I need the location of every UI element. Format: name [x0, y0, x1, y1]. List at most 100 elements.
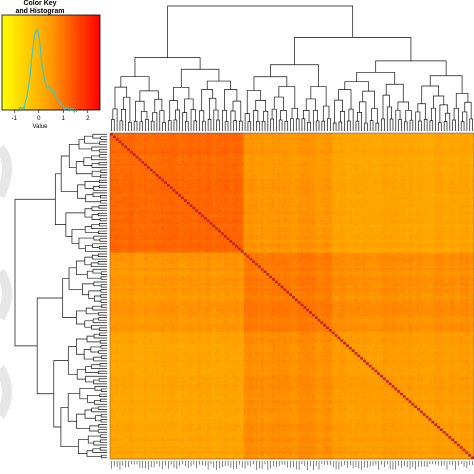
- heatmap-cell: [158, 209, 162, 213]
- heatmap-cell: [380, 191, 384, 195]
- heatmap-cell: [246, 219, 250, 223]
- heatmap-cell: [465, 140, 469, 144]
- heatmap-diagonal-cell: [192, 206, 196, 210]
- heatmap-cell: [385, 140, 390, 144]
- heatmap-cell: [365, 166, 370, 170]
- heatmap-cell: [437, 219, 441, 223]
- heatmap-cell: [445, 155, 449, 159]
- heatmap-cell: [439, 135, 444, 139]
- heatmap-cell: [456, 186, 461, 190]
- heatmap-cell: [110, 211, 114, 215]
- heatmap-cell: [215, 143, 219, 147]
- heatmap-cell: [380, 155, 384, 159]
- dendrogram-branch: [93, 379, 107, 385]
- heatmap-cell: [260, 181, 264, 185]
- heatmap-cell: [132, 148, 136, 152]
- heatmap-cell: [365, 224, 370, 228]
- heatmap-cell: [340, 135, 344, 139]
- dendrogram-branch: [92, 318, 107, 324]
- heatmap-cell: [451, 181, 455, 185]
- heatmap-cell: [203, 201, 208, 205]
- heatmap-cell: [218, 161, 222, 164]
- heatmap-cell: [186, 171, 190, 175]
- heatmap-cell: [445, 222, 449, 226]
- heatmap-cell: [411, 222, 415, 226]
- heatmap-cell: [331, 194, 335, 198]
- heatmap-cell: [263, 196, 267, 200]
- heatmap-cell: [454, 191, 458, 195]
- dendrogram-branch: [261, 120, 266, 131]
- heatmap-cell: [172, 145, 176, 149]
- heatmap-cell: [340, 153, 344, 157]
- heatmap-cell: [411, 166, 415, 170]
- heatmap-cell: [377, 214, 381, 218]
- heatmap-cell: [323, 138, 327, 141]
- heatmap-cell: [246, 217, 250, 220]
- heatmap-cell: [135, 133, 139, 136]
- heatmap-cell: [158, 173, 162, 177]
- heatmap-cell: [172, 191, 176, 195]
- heatmap-cell: [246, 206, 250, 210]
- heatmap-cell: [272, 204, 276, 208]
- heatmap-cell: [144, 168, 148, 172]
- heatmap-cell: [235, 173, 239, 177]
- heatmap-cell: [152, 138, 156, 141]
- heatmap-cell: [274, 173, 279, 177]
- heatmap-cell: [309, 204, 313, 208]
- heatmap-cell: [451, 219, 455, 223]
- heatmap-cell: [274, 166, 279, 170]
- heatmap-cell: [314, 181, 318, 185]
- heatmap-cell: [155, 189, 159, 192]
- heatmap-cell: [161, 196, 165, 200]
- heatmap-cell: [311, 211, 316, 215]
- heatmap-cell: [357, 189, 361, 192]
- heatmap-cell: [303, 155, 307, 159]
- heatmap-cell: [237, 143, 242, 147]
- heatmap-cell: [459, 178, 463, 182]
- heatmap-cell: [411, 176, 415, 180]
- heatmap-cell: [289, 168, 293, 172]
- heatmap-cell: [215, 145, 219, 149]
- heatmap-cell: [235, 196, 239, 200]
- heatmap-cell: [129, 204, 134, 208]
- heatmap-cell: [166, 168, 171, 172]
- heatmap-cell: [419, 166, 424, 170]
- color-key-axis-label: Value: [33, 124, 49, 130]
- heatmap-cell: [394, 186, 398, 190]
- heatmap-cell: [220, 176, 225, 180]
- heatmap-cell: [465, 219, 469, 223]
- heatmap-cell: [351, 173, 355, 177]
- heatmap-cell: [178, 178, 182, 182]
- heatmap-cell: [348, 143, 353, 147]
- heatmap-cell: [346, 140, 350, 144]
- heatmap-cell: [277, 153, 281, 157]
- heatmap-cell: [246, 148, 250, 152]
- heatmap-cell: [388, 224, 392, 228]
- heatmap-cell: [459, 166, 463, 170]
- heatmap-cell: [428, 196, 432, 200]
- heatmap-cell: [220, 133, 225, 136]
- heatmap-cell: [351, 199, 355, 203]
- heatmap-cell: [146, 145, 151, 149]
- heatmap-cell: [240, 166, 244, 170]
- heatmap-cell: [240, 224, 244, 228]
- heatmap-cell: [388, 222, 392, 226]
- heatmap-cell: [223, 168, 227, 172]
- heatmap-cell: [462, 199, 466, 203]
- heatmap-cell: [141, 214, 145, 218]
- heatmap-cell: [383, 161, 387, 164]
- heatmap-cell: [172, 211, 176, 215]
- heatmap-cell: [266, 219, 270, 223]
- heatmap-cell: [218, 150, 222, 154]
- heatmap-cell: [115, 163, 119, 167]
- heatmap-cell: [203, 194, 208, 198]
- heatmap-cell: [186, 158, 190, 162]
- heatmap-cell: [181, 178, 185, 182]
- heatmap-cell: [161, 135, 165, 139]
- heatmap-cell: [138, 222, 142, 226]
- heatmap-cell: [283, 155, 287, 159]
- heatmap-cell: [226, 173, 230, 177]
- heatmap-cell: [331, 140, 335, 144]
- heatmap-cell: [129, 148, 134, 152]
- heatmap-cell: [135, 140, 139, 144]
